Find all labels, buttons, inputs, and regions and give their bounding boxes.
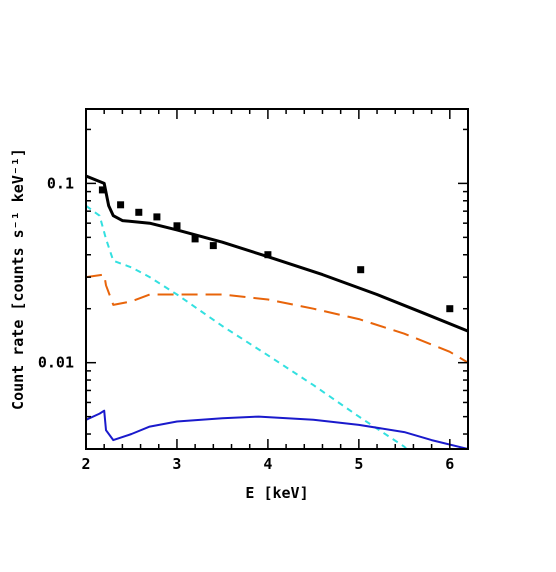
y-tick-label: 0.1 bbox=[47, 174, 74, 192]
x-tick-label: 5 bbox=[354, 455, 363, 473]
x-tick-label: 4 bbox=[263, 455, 272, 473]
x-tick-label: 2 bbox=[81, 455, 90, 473]
data-point bbox=[264, 251, 272, 259]
y-tick-label: 0.01 bbox=[38, 354, 74, 372]
data-points-layer bbox=[98, 186, 454, 313]
data-point bbox=[209, 242, 217, 250]
series-layer bbox=[86, 174, 468, 449]
data-point bbox=[173, 222, 181, 230]
series-line-4 bbox=[86, 409, 468, 449]
series-line-2 bbox=[86, 273, 468, 364]
x-tick-label: 3 bbox=[172, 455, 181, 473]
data-point bbox=[135, 208, 143, 216]
data-point bbox=[191, 235, 199, 243]
data-point bbox=[446, 305, 454, 313]
series-line-1 bbox=[86, 174, 468, 333]
data-point bbox=[98, 186, 106, 194]
x-axis-label: E [keV] bbox=[245, 484, 308, 502]
y-axis-label: Count rate [counts s⁻¹ keV⁻¹] bbox=[9, 148, 27, 410]
plot-frame bbox=[85, 108, 469, 450]
tick-labels-layer: 2 3 4 5 6 0.01 0.1 bbox=[38, 174, 454, 473]
data-point bbox=[117, 201, 125, 209]
ticks-layer bbox=[85, 109, 469, 449]
series-line-3 bbox=[86, 204, 408, 449]
data-point bbox=[153, 213, 161, 221]
x-tick-label: 6 bbox=[445, 455, 454, 473]
data-point bbox=[357, 266, 365, 274]
